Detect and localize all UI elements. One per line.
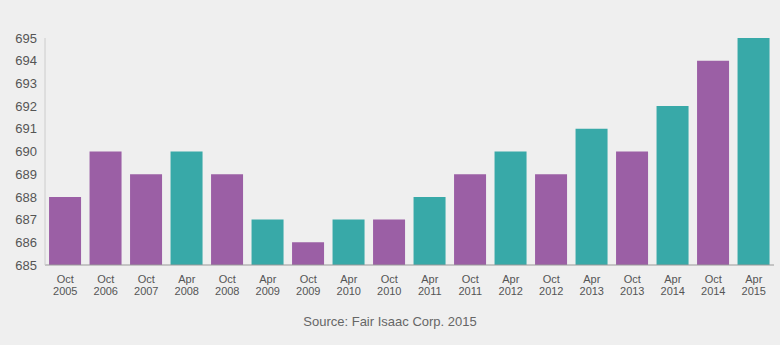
svg-text:Apr2009: Apr2009 bbox=[256, 273, 280, 297]
svg-text:Apr2008: Apr2008 bbox=[175, 273, 199, 297]
svg-text:690: 690 bbox=[15, 144, 37, 159]
svg-text:Oct2007: Oct2007 bbox=[134, 273, 158, 297]
svg-text:Oct2008: Oct2008 bbox=[215, 273, 239, 297]
svg-text:686: 686 bbox=[15, 235, 37, 250]
svg-text:Oct2011: Oct2011 bbox=[458, 273, 482, 297]
svg-text:693: 693 bbox=[15, 76, 37, 91]
svg-text:Apr2015: Apr2015 bbox=[742, 273, 766, 297]
svg-text:Oct2009: Oct2009 bbox=[296, 273, 320, 297]
svg-text:691: 691 bbox=[15, 121, 37, 136]
svg-text:Oct2006: Oct2006 bbox=[94, 273, 118, 297]
svg-text:688: 688 bbox=[15, 190, 37, 205]
html-text:Source: Fair Isaac Corp. 2015: Source: Fair Isaac Corp. 2015 bbox=[303, 314, 477, 329]
svg-text:Apr2010: Apr2010 bbox=[337, 273, 361, 297]
svg-text:Oct2005: Oct2005 bbox=[53, 273, 77, 297]
svg-text:Apr2012: Apr2012 bbox=[499, 273, 523, 297]
svg-text:Apr2013: Apr2013 bbox=[580, 273, 604, 297]
svg-text:687: 687 bbox=[15, 212, 37, 227]
svg-text:Apr2014: Apr2014 bbox=[661, 273, 685, 297]
svg-text:Oct2010: Oct2010 bbox=[377, 273, 401, 297]
svg-text:694: 694 bbox=[15, 53, 37, 68]
svg-text:689: 689 bbox=[15, 167, 37, 182]
svg-text:692: 692 bbox=[15, 99, 37, 114]
svg-text:Oct2012: Oct2012 bbox=[539, 273, 563, 297]
svg-text:Oct2013: Oct2013 bbox=[620, 273, 644, 297]
svg-text:695: 695 bbox=[15, 31, 37, 46]
svg-text:685: 685 bbox=[15, 258, 37, 273]
svg-text:Oct2014: Oct2014 bbox=[701, 273, 725, 297]
svg-text:Apr2011: Apr2011 bbox=[418, 273, 442, 297]
